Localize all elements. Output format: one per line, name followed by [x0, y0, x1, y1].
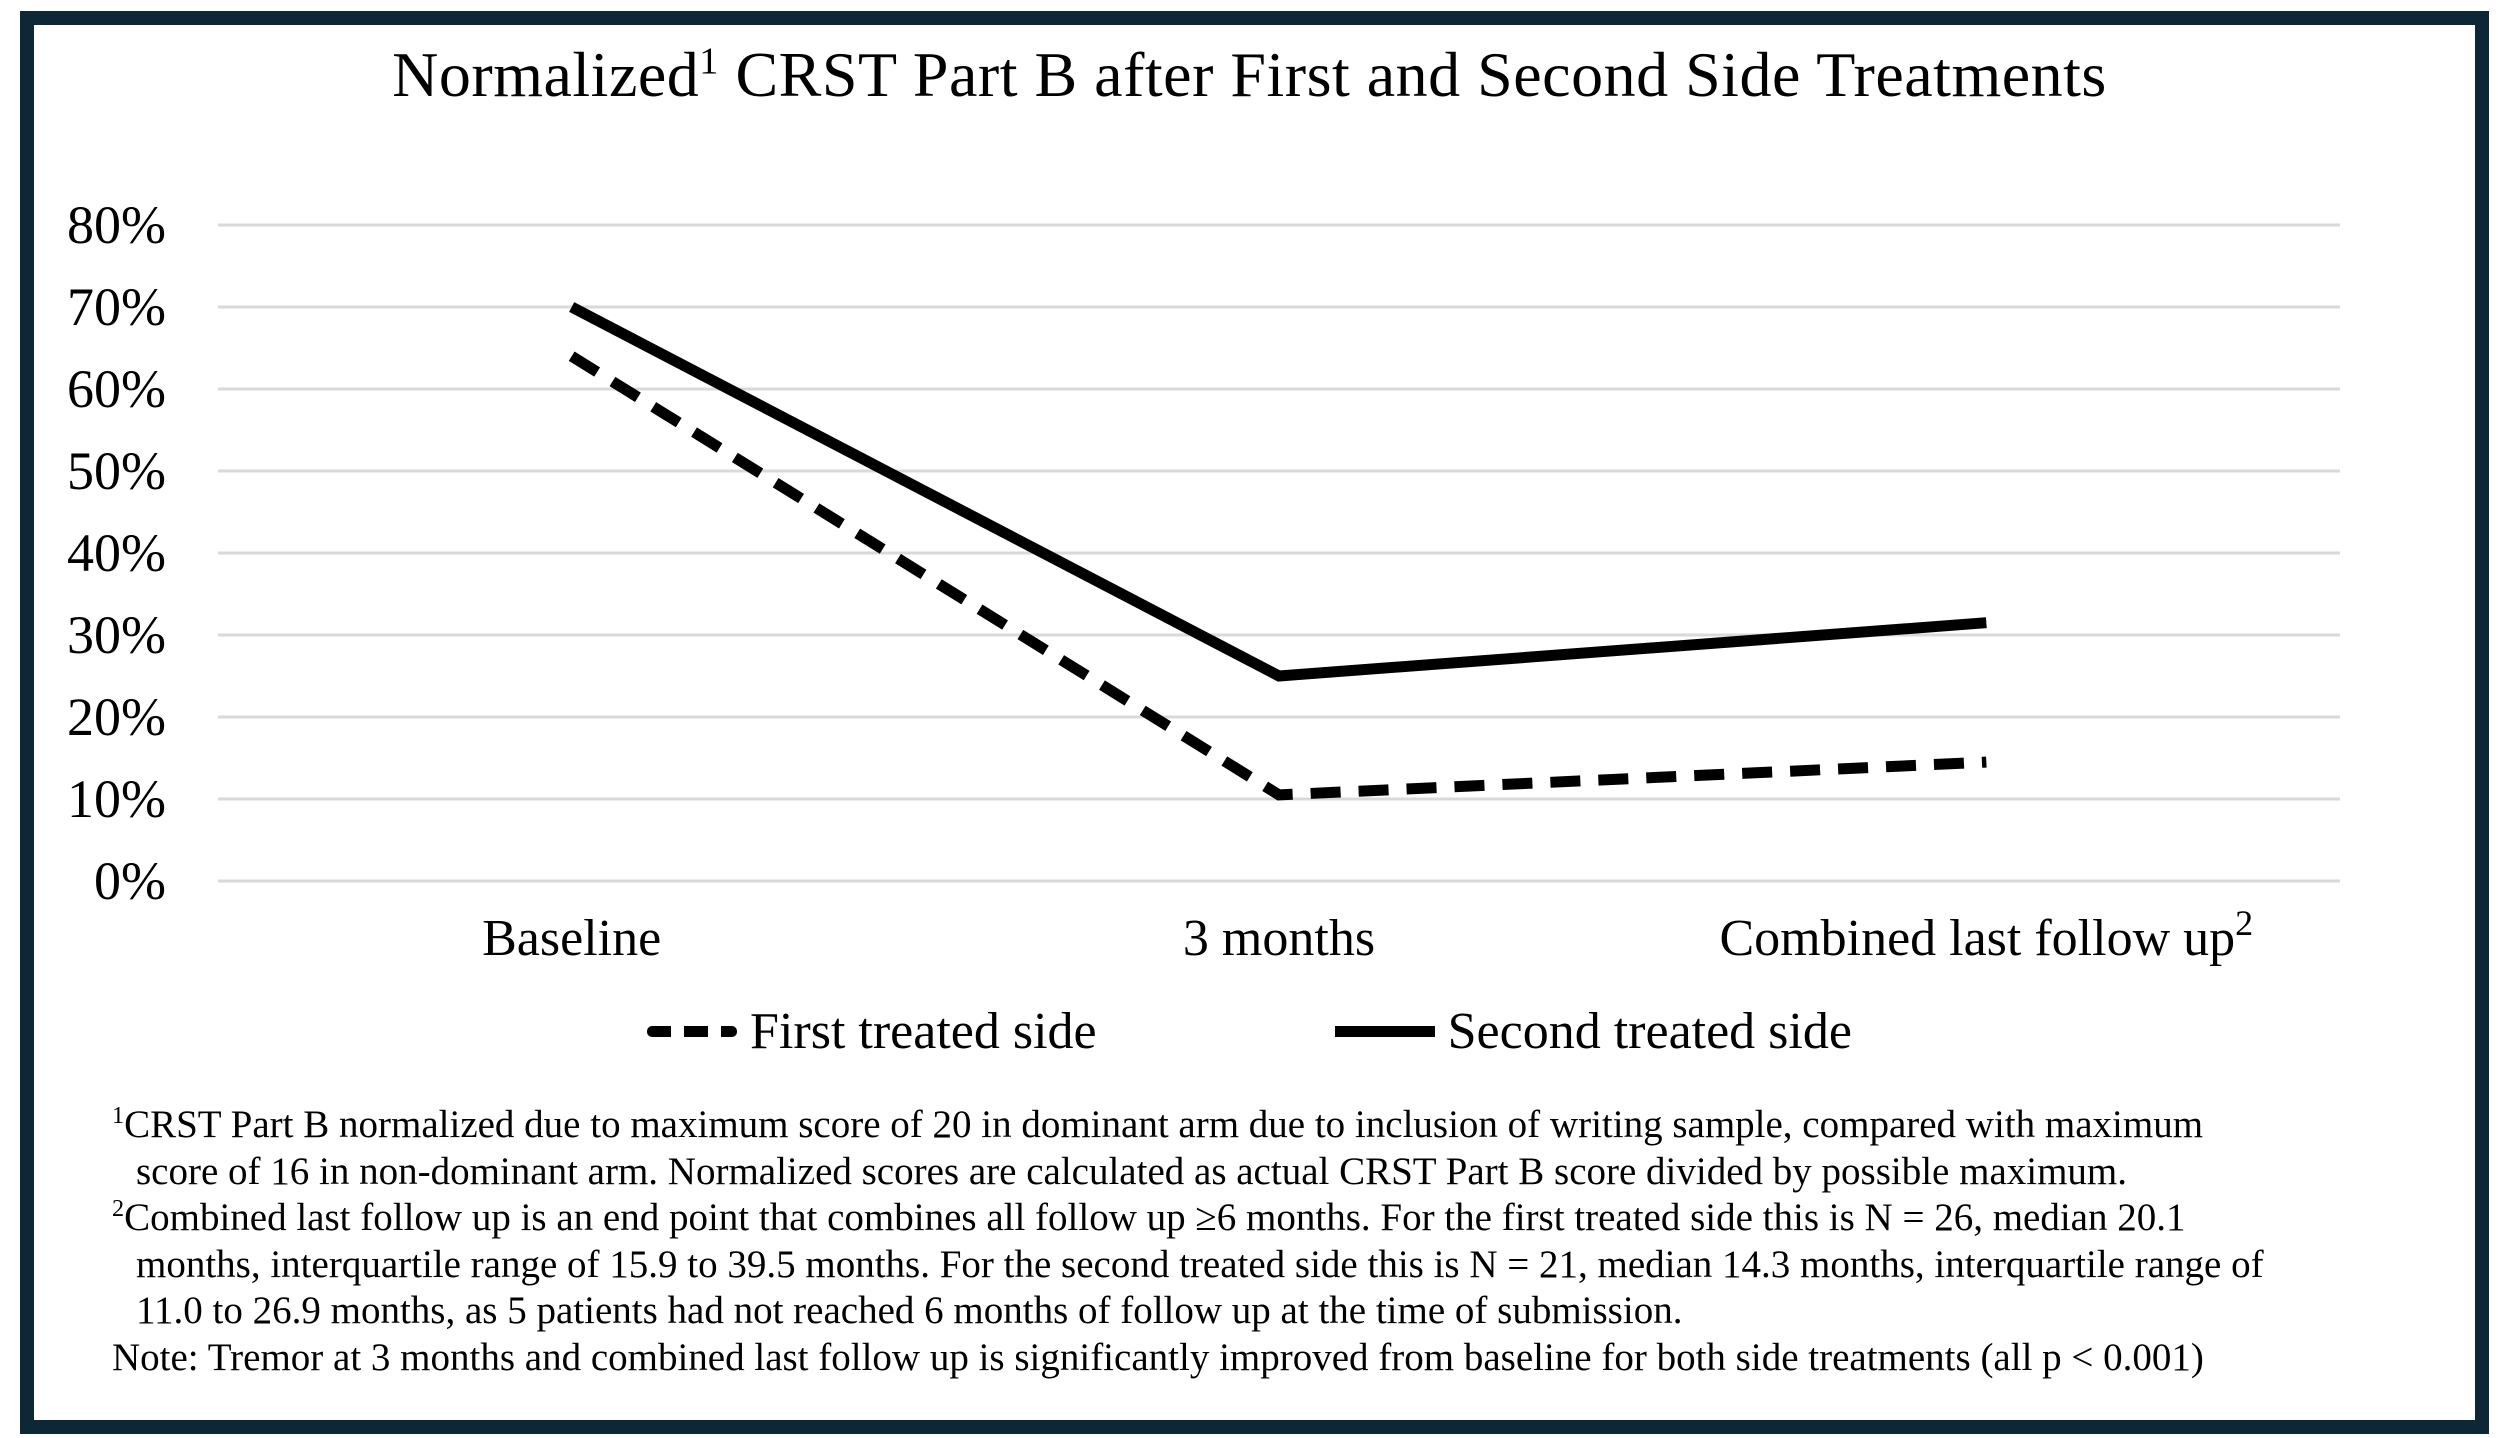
legend-label: Second treated side	[1447, 1003, 1852, 1060]
y-tick-label: 40%	[67, 523, 166, 583]
legend-item-second-treated-side: Second treated side	[1334, 1002, 1852, 1061]
footnote-line: score of 16 in non-dominant arm. Normali…	[112, 1149, 2452, 1196]
chart-title-superscript: 1	[699, 40, 719, 83]
gridlines	[218, 223, 2340, 883]
footnote-text: score of 16 in non-dominant arm. Normali…	[136, 1149, 2128, 1193]
x-axis-labels: Baseline 3 months Combined last follow up2	[482, 903, 2253, 967]
y-tick-label: 30%	[67, 605, 166, 665]
footnote-line: 2Combined last follow up is an end point…	[112, 1195, 2452, 1242]
y-tick-label: 0%	[94, 851, 166, 911]
y-tick-label: 70%	[67, 277, 166, 337]
series-lines	[568, 302, 1987, 801]
footnotes: 1CRST Part B normalized due to maximum s…	[112, 1102, 2452, 1381]
footnote-line: 11.0 to 26.9 months, as 5 patients had n…	[112, 1288, 2452, 1335]
chart-title-text: Normalized	[392, 39, 700, 110]
footnote-text: Note: Tremor at 3 months and combined la…	[112, 1335, 2204, 1379]
footnote-line: Note: Tremor at 3 months and combined la…	[112, 1335, 2452, 1382]
legend-label: First treated side	[750, 1003, 1097, 1060]
chart-title: Normalized1 CRST Part B after First and …	[0, 38, 2499, 112]
legend-item-first-treated-side: First treated side	[647, 1002, 1097, 1061]
footnote-line: months, interquartile range of 15.9 to 3…	[112, 1242, 2452, 1289]
series-line-dashed	[568, 351, 1987, 801]
x-tick-label: Baseline	[482, 910, 661, 967]
y-tick-label: 80%	[67, 195, 166, 255]
y-axis-labels: 0% 10% 20% 30% 40% 50% 60% 70% 80%	[67, 195, 166, 911]
footnote-text: 11.0 to 26.9 months, as 5 patients had n…	[136, 1289, 1683, 1332]
y-tick-label: 50%	[67, 441, 166, 501]
footnote-superscript: 2	[112, 1195, 125, 1222]
solid-line-swatch	[1334, 1026, 1435, 1037]
y-tick-label: 10%	[67, 769, 166, 829]
series-line-solid	[569, 302, 1987, 682]
x-tick-label: Combined last follow up2	[1720, 903, 2254, 967]
x-tick-label: 3 months	[1183, 910, 1375, 967]
figure-border	[20, 11, 2489, 1434]
footnote-text: months, interquartile range of 15.9 to 3…	[136, 1242, 2264, 1286]
chart-title-rest: CRST Part B after First and Second Side …	[718, 39, 2107, 110]
dashed-line-swatch	[647, 1026, 738, 1037]
footnote-superscript: 1	[112, 1102, 125, 1129]
y-tick-label: 20%	[67, 687, 166, 747]
footnote-line: 1CRST Part B normalized due to maximum s…	[112, 1102, 2452, 1149]
footnote-text: CRST Part B normalized due to maximum sc…	[124, 1103, 2204, 1146]
footnote-text: Combined last follow up is an end point …	[124, 1196, 2186, 1239]
chart-legend: First treated side Second treated side	[0, 1002, 2499, 1061]
y-tick-label: 60%	[67, 359, 166, 419]
